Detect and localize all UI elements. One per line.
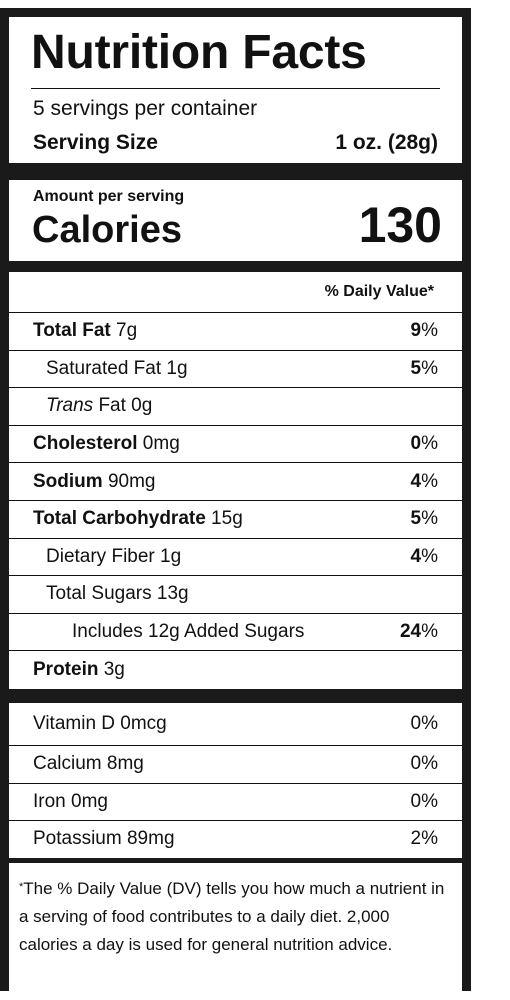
vitamin-row-vitamin-d: Vitamin D 0mcg 0%	[9, 703, 462, 745]
daily-value-footnote: *The % Daily Value (DV) tells you how mu…	[19, 875, 449, 959]
nutrient-name: Dietary Fiber 1g	[46, 545, 182, 567]
vitamin-name: Vitamin D 0mcg	[33, 713, 167, 734]
footnote-section: *The % Daily Value (DV) tells you how mu…	[9, 863, 462, 994]
nutrient-name: Saturated Fat 1g	[46, 357, 188, 379]
calories-section: Amount per serving Calories 130	[9, 180, 462, 261]
title-divider	[31, 88, 440, 89]
vitamin-row-calcium: Calcium 8mg 0%	[9, 745, 462, 783]
label-title: Nutrition Facts	[31, 26, 367, 79]
vitamin-name: Iron 0mg	[33, 790, 108, 812]
nutrient-row-total-sugars: Total Sugars 13g	[9, 575, 462, 613]
nutrient-percent: 5%	[410, 508, 438, 530]
nutrient-row-dietary-fiber: Dietary Fiber 1g 4%	[9, 537, 462, 576]
nutrient-percent: 4%	[410, 545, 438, 567]
nutrient-row-saturated-fat: Saturated Fat 1g 5%	[9, 349, 462, 388]
vitamin-name: Potassium 89mg	[33, 828, 175, 850]
daily-value-header-row: % Daily Value*	[9, 272, 462, 312]
nutrient-row-protein: Protein 3g	[9, 650, 462, 688]
nutrients-section: % Daily Value* Total Fat 7g 9% Saturated…	[9, 272, 462, 689]
nutrient-name: Protein 3g	[33, 658, 125, 680]
nutrient-percent: 24%	[399, 621, 438, 643]
nutrient-name: Trans Fat 0g	[46, 395, 153, 417]
serving-size-value: 1 oz. (28g)	[335, 131, 438, 154]
nutrient-percent: 5%	[410, 357, 438, 379]
vitamin-percent: 0%	[410, 753, 438, 775]
vitamins-section: Vitamin D 0mcg 0% Calcium 8mg 0% Iron 0m…	[9, 703, 462, 858]
nutrient-name: Includes 12g Added Sugars	[72, 621, 305, 643]
nutrient-percent: 0%	[410, 433, 438, 455]
nutrition-facts-label: Nutrition Facts 5 servings per container…	[0, 8, 471, 994]
vitamin-percent: 0%	[410, 790, 438, 812]
servings-per-container: 5 servings per container	[33, 97, 258, 120]
nutrient-name: Total Fat 7g	[33, 320, 138, 342]
footnote-text: The % Daily Value (DV) tells you how muc…	[19, 879, 445, 954]
nutrient-row-total-carbohydrate: Total Carbohydrate 15g 5%	[9, 499, 462, 538]
nutrient-name: Sodium 90mg	[33, 470, 156, 492]
amount-per-serving: Amount per serving	[33, 188, 185, 205]
header-section: Nutrition Facts 5 servings per container…	[9, 17, 462, 163]
vitamin-name: Calcium 8mg	[33, 753, 144, 775]
nutrient-name: Total Sugars 13g	[46, 583, 189, 605]
nutrient-row-sodium: Sodium 90mg 4%	[9, 462, 462, 500]
footnote-marker: *	[19, 881, 24, 893]
serving-size-label: Serving Size	[33, 131, 158, 154]
nutrient-percent: 9%	[410, 320, 438, 342]
vitamin-row-iron: Iron 0mg 0%	[9, 782, 462, 821]
nutrient-name: Cholesterol 0mg	[33, 433, 180, 455]
nutrient-name: Total Carbohydrate 15g	[33, 508, 243, 530]
nutrient-row-total-fat: Total Fat 7g 9%	[9, 312, 462, 350]
vitamin-percent: 2%	[410, 828, 438, 850]
calories-value: 130	[358, 197, 442, 253]
nutrient-percent: 4%	[410, 470, 438, 492]
calories-label: Calories	[32, 209, 182, 251]
nutrient-row-trans-fat: Trans Fat 0g	[9, 387, 462, 425]
nutrient-row-cholesterol: Cholesterol 0mg 0%	[9, 424, 462, 463]
vitamin-row-potassium: Potassium 89mg 2%	[9, 820, 462, 858]
nutrient-row-added-sugars: Includes 12g Added Sugars 24%	[9, 612, 462, 651]
vitamin-percent: 0%	[410, 713, 438, 734]
daily-value-header: % Daily Value*	[324, 283, 434, 300]
